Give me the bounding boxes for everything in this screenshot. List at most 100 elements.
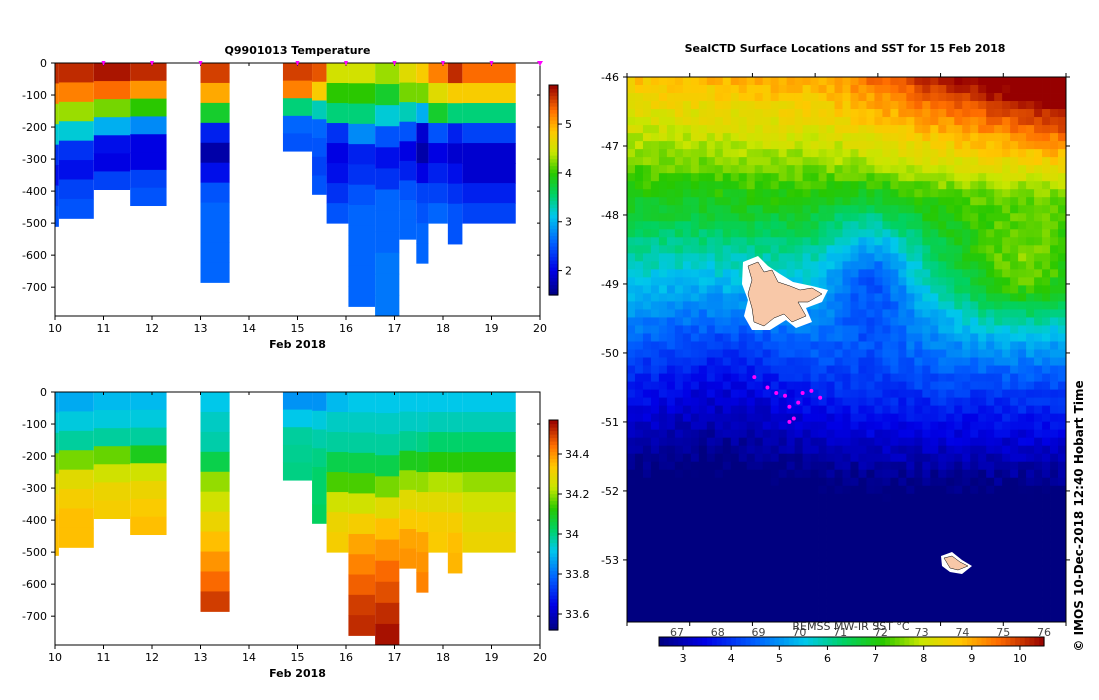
colorbar-segment: [549, 528, 558, 533]
sst-cell: [962, 301, 971, 310]
sst-cell: [842, 293, 851, 302]
sst-cell: [754, 589, 764, 599]
sst-cell: [938, 269, 947, 278]
sst-cell: [882, 237, 891, 246]
sst-cell: [786, 453, 796, 463]
sst-cell: [1050, 373, 1059, 382]
sst-cell: [810, 589, 819, 599]
sst-cell: [642, 485, 652, 495]
sst-cell: [1026, 197, 1035, 206]
sst-cell: [994, 477, 1003, 487]
sst-cell: [1002, 477, 1011, 487]
sst-cell: [690, 533, 700, 543]
sst-cell: [1018, 357, 1027, 366]
sst-cell: [802, 109, 811, 118]
sst-cell: [722, 509, 732, 519]
sst-cell: [1018, 325, 1027, 334]
sst-cell: [818, 197, 827, 206]
sst-cell: [890, 325, 899, 334]
sst-cell: [634, 173, 644, 182]
sst-cell: [754, 517, 764, 527]
colorbar-segment: [549, 434, 558, 439]
sst-cell: [938, 261, 947, 270]
section-cell: [282, 392, 313, 411]
sst-cell: [850, 269, 859, 278]
sst-cell: [858, 117, 867, 126]
sst-cell: [866, 189, 875, 198]
sst-cell: [770, 101, 780, 110]
sst-cell: [858, 493, 867, 503]
sst-cell: [1002, 325, 1011, 334]
sst-cell: [978, 333, 987, 342]
sst-cell: [930, 381, 939, 390]
sst-cell: [858, 141, 867, 150]
sst-cell: [706, 477, 716, 487]
sst-cell: [994, 269, 1003, 278]
sst-cell: [842, 485, 851, 495]
sst-cell: [1042, 77, 1051, 86]
sst-cell: [1034, 349, 1043, 358]
sst-cell: [650, 557, 660, 567]
sst-cell: [994, 277, 1003, 286]
sst-cell: [874, 381, 883, 390]
sst-cell: [738, 237, 748, 246]
sst-cell: [770, 325, 780, 334]
sst-cell: [994, 149, 1003, 158]
sst-cell: [658, 501, 668, 511]
sst-cell: [1002, 253, 1011, 262]
sst-cell: [858, 397, 867, 407]
sst-cell: [1050, 173, 1059, 182]
profile-marker: [150, 61, 154, 66]
sst-cell: [778, 109, 788, 118]
sst-cell: [1026, 325, 1035, 334]
sst-cell: [682, 341, 692, 350]
sst-cell: [802, 253, 811, 262]
sst-cell: [722, 317, 732, 326]
colorbar-frame: [548, 84, 559, 296]
sst-cell: [850, 181, 859, 190]
sst-cell: [898, 77, 907, 86]
sst-cell: [858, 405, 867, 415]
sst-cell: [714, 557, 724, 567]
sst-cell: [698, 301, 708, 310]
colorbar-segment: [549, 221, 558, 226]
sst-cell: [730, 485, 740, 495]
sst-cell: [842, 533, 851, 543]
sst-cell: [1002, 149, 1011, 158]
sst-cell: [634, 501, 644, 511]
sst-cell: [1050, 437, 1059, 447]
sst-cell: [898, 437, 907, 447]
sst-cell: [826, 293, 835, 302]
colorbar-segment: [549, 99, 558, 104]
sst-cell: [946, 365, 955, 374]
sst-cell: [850, 349, 859, 358]
sst-cell: [698, 381, 708, 390]
sst-cell: [627, 221, 636, 230]
sst-cell: [1018, 517, 1027, 527]
sst-cell: [690, 437, 700, 447]
sst-cell: [866, 117, 875, 126]
sst-cell: [778, 125, 788, 134]
sst-cell: [674, 325, 684, 334]
sst-cell: [818, 221, 827, 230]
sst-cell: [650, 573, 660, 583]
colorbar-segment: [549, 574, 558, 579]
sst-cell: [714, 573, 724, 583]
sst-cell: [938, 173, 947, 182]
sst-cell: [946, 205, 955, 214]
sst-cell: [890, 125, 899, 134]
sst-cell: [826, 93, 835, 102]
sst-cell: [1018, 237, 1027, 246]
sst-cell: [858, 333, 867, 342]
sst-cell: [898, 365, 907, 374]
map-frame: [626, 76, 1067, 623]
sst-cell: [962, 557, 971, 567]
sst-cell: [986, 437, 995, 447]
sst-cell: [930, 605, 939, 615]
sst-cell: [1058, 245, 1067, 254]
sst-cell: [754, 109, 764, 118]
sst-cell: [810, 165, 819, 174]
sst-cell: [746, 101, 756, 110]
sst-cell: [1018, 461, 1027, 471]
sst-cell: [826, 413, 835, 423]
